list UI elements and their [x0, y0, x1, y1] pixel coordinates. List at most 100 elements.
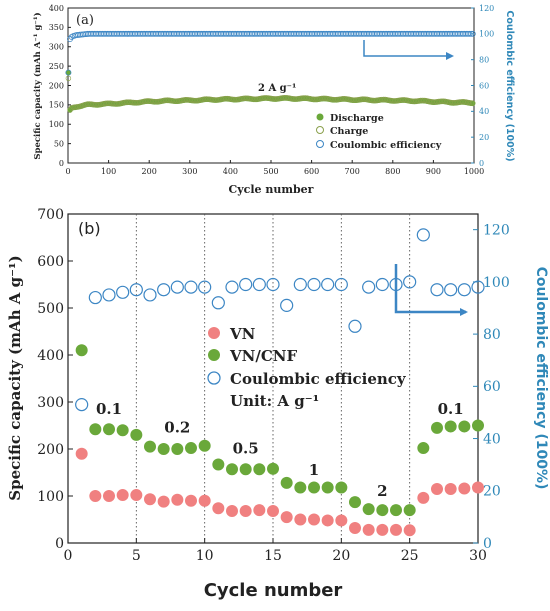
x-tick-label: 300	[182, 167, 197, 176]
vncnf-point	[294, 481, 307, 494]
coulombic-point	[403, 275, 417, 289]
coulombic-point	[444, 283, 458, 297]
panel-a-y2-label: Coulombic efficiency (100%)	[504, 10, 515, 161]
vncnf-point	[75, 344, 88, 357]
charge-point	[468, 100, 474, 106]
y2-tick-label: 120	[483, 223, 510, 239]
vn-point	[144, 493, 156, 506]
x-tick-label: 200	[142, 167, 157, 176]
vncnf-point	[171, 443, 184, 455]
coulombic-point	[252, 277, 266, 292]
vn-point	[417, 491, 430, 504]
legend-discharge-label: Discharge	[330, 113, 384, 124]
panel-b-y-ticks: 0 100 200 300 400 500 600 700	[37, 207, 73, 552]
vncnf-point	[280, 476, 293, 489]
legend-discharge-marker	[316, 113, 324, 121]
vn-point	[403, 524, 416, 537]
y2-tick-label: 0	[479, 159, 484, 168]
panel-b-unit-note: Unit: A g⁻¹	[230, 392, 319, 410]
coulombic-point	[116, 285, 130, 299]
y-tick-label: 400	[49, 4, 64, 13]
x-tick-label: 5	[132, 548, 141, 564]
rate-label: 1	[309, 461, 319, 479]
coulombic-point	[469, 30, 476, 37]
vncnf-point	[403, 504, 416, 517]
x-tick-label: 0	[64, 548, 73, 564]
vncnf-point	[198, 439, 211, 452]
coulombic-point	[88, 290, 102, 305]
panel-a: (a) 0 100 200 300 400 500 600 700 800 900 1000 050…	[32, 4, 515, 196]
vn-point	[431, 482, 443, 495]
coulombic-point	[362, 280, 376, 294]
coulombic-point	[375, 277, 389, 292]
coulombic-point	[348, 319, 362, 333]
coulombic-point	[416, 228, 430, 242]
coulombic-point	[211, 296, 225, 310]
legend-coulombic-b-marker	[207, 371, 221, 385]
vncnf-point	[185, 442, 197, 455]
panel-b-rate-labels: 0.1 0.2 0.5 1 2 0.1	[96, 400, 464, 500]
vncnf-point	[321, 481, 334, 494]
x-tick-label: 15	[264, 548, 282, 564]
vn-point	[444, 482, 457, 495]
coulombic-point	[266, 277, 280, 292]
x-tick-label: 600	[304, 167, 319, 176]
vncnf-point	[349, 496, 361, 509]
panel-a-label: (a)	[76, 13, 94, 28]
y-tick-label: 0	[55, 536, 64, 552]
y2-tick-label: 120	[479, 4, 494, 13]
charge-point	[466, 100, 473, 106]
vncnf-point	[390, 504, 402, 517]
y-tick-label: 700	[37, 207, 64, 223]
vncnf-point	[267, 462, 279, 475]
vn-point	[226, 505, 238, 518]
legend-charge-marker	[316, 126, 324, 134]
coulombic-point	[293, 277, 307, 292]
coulombic-point	[280, 298, 294, 312]
rate-label: 2	[377, 482, 387, 500]
y2-tick-label: 60	[479, 81, 489, 90]
vncnf-point	[116, 424, 129, 437]
panel-a-x-label: Cycle number	[229, 183, 314, 196]
legend-vncnf-marker	[208, 349, 220, 361]
y2-tick-label: 100	[479, 30, 494, 39]
coulombic-point	[457, 283, 471, 297]
coulombic-point	[471, 280, 485, 294]
coulombic-point	[307, 277, 321, 292]
y-tick-label: 300	[37, 395, 64, 411]
vncnf-point	[308, 481, 320, 494]
legend-vncnf-label: VN/CNF	[229, 347, 297, 365]
panel-a-y2-ticks: 0 20 40 60 80 100 120	[471, 4, 494, 168]
vn-point	[321, 514, 334, 527]
y-tick-label: 300	[49, 43, 64, 52]
legend-vn-label: VN	[229, 325, 256, 343]
vn-point	[253, 504, 266, 517]
panel-b-legend: VN VN/CNF Coulombic efficiency Unit: A g…	[207, 325, 407, 410]
legend-coulombic-marker	[316, 140, 324, 148]
rate-label: 0.1	[438, 400, 464, 418]
legend-coulombic-label: Coulombic efficiency	[330, 140, 442, 151]
vn-point	[239, 505, 252, 518]
panel-b-vlines	[135, 214, 411, 543]
x-tick-label: 0	[65, 167, 70, 176]
y2-tick-label: 80	[479, 55, 489, 64]
vncnf-point	[458, 420, 471, 433]
x-tick-label: 900	[426, 167, 441, 176]
vn-point	[362, 523, 375, 536]
vn-point	[116, 489, 129, 502]
discharge-point	[65, 69, 72, 76]
y-tick-label: 250	[49, 62, 64, 71]
coulombic-point	[466, 30, 473, 37]
panel-b: (b) 0 5 10 15 20 25 30 0100200300400500600700 …	[6, 207, 549, 601]
vn-point	[335, 514, 348, 527]
panel-b-y-label: Specific capacity (mAh A g⁻¹)	[6, 255, 24, 500]
vn-point	[458, 482, 471, 495]
x-tick-label: 100	[101, 167, 116, 176]
y-tick-label: 200	[37, 442, 64, 458]
x-tick-label: 10	[196, 548, 214, 564]
vncnf-point	[157, 443, 170, 455]
panel-a-arrow	[363, 40, 454, 60]
vncnf-point	[144, 440, 156, 453]
y-tick-label: 50	[54, 139, 64, 148]
